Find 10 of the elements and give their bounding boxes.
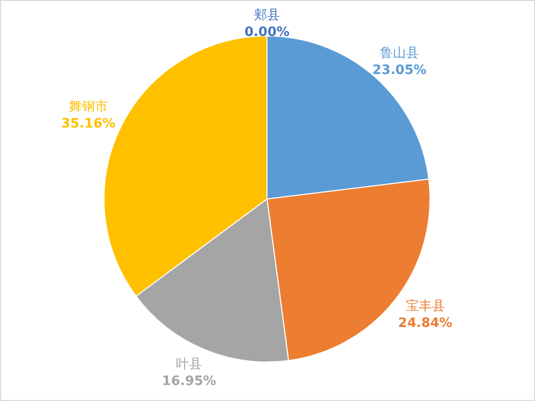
slice-label: 鲁山县 [380,46,419,61]
data-label: 23.05% [372,63,427,78]
data-label: 16.95% [162,374,216,390]
slice-label: 舞钢市 [68,100,108,115]
data-label: 24.84% [398,316,452,331]
data-label: 0.00% [244,25,290,40]
slice-label: 郏县 [254,8,280,23]
slice-label: 宝丰县 [406,298,445,314]
data-label: 35.16% [61,116,116,132]
slice-label: 叶县 [176,357,202,372]
